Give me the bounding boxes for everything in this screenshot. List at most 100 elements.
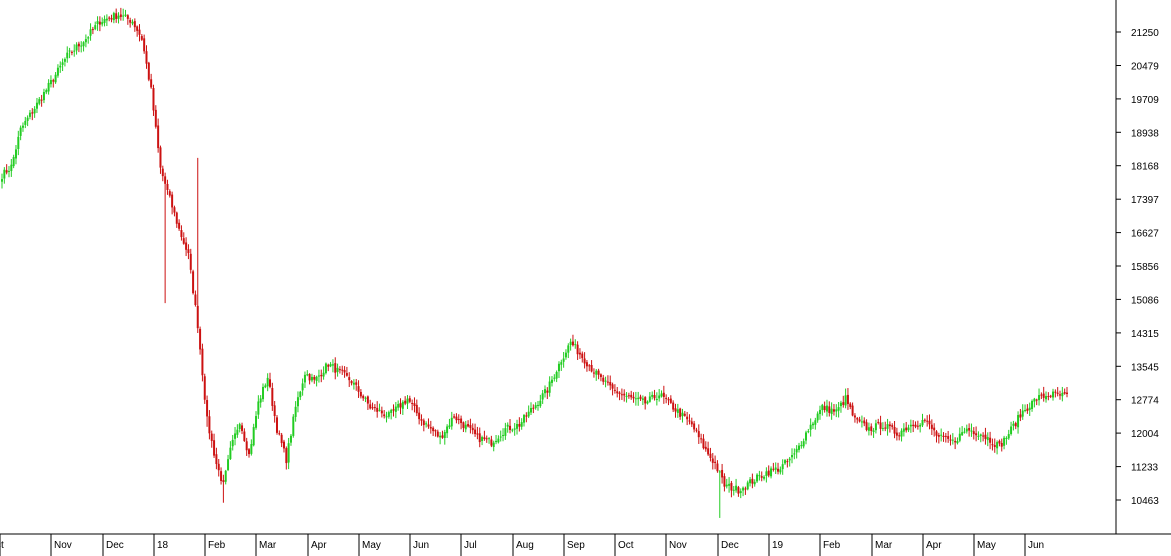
candle-body — [996, 442, 999, 449]
candle-body — [418, 412, 421, 420]
candle-body — [1054, 391, 1057, 393]
candle — [1047, 392, 1050, 401]
x-tick-label: Apr — [311, 540, 327, 551]
candle-body — [14, 149, 17, 159]
candle-body — [49, 80, 52, 85]
candle-body — [725, 484, 728, 487]
candle — [485, 435, 488, 443]
candle-body — [415, 404, 418, 414]
candle — [455, 413, 458, 424]
candle-body — [923, 419, 926, 421]
candle — [576, 341, 579, 360]
candle — [59, 61, 62, 73]
candle-body — [714, 461, 717, 463]
candle — [38, 97, 41, 106]
candle — [541, 389, 544, 404]
candle — [895, 427, 898, 441]
candle-body — [73, 50, 76, 52]
candle-body — [497, 438, 500, 443]
candle-body — [609, 381, 612, 386]
candle-body — [1024, 410, 1027, 412]
candle-body — [234, 433, 237, 439]
candle-body — [681, 412, 684, 417]
candle — [926, 415, 929, 427]
candle-body — [893, 426, 896, 434]
candle-body — [495, 440, 498, 443]
candle-body — [1026, 408, 1029, 411]
candle — [728, 477, 731, 493]
candle — [273, 401, 276, 423]
candle — [138, 24, 141, 42]
candle — [147, 61, 150, 82]
candle — [387, 410, 390, 419]
candle-body — [47, 82, 50, 92]
candle-body — [984, 434, 987, 439]
candle-body — [178, 222, 181, 229]
candle — [625, 392, 628, 403]
candle-body — [238, 424, 241, 430]
candle — [679, 407, 682, 420]
candle — [257, 395, 260, 419]
candle — [963, 427, 966, 434]
candle-body — [937, 434, 940, 437]
candle — [784, 459, 787, 465]
candle — [982, 432, 985, 442]
candle — [317, 369, 320, 383]
candle — [1, 173, 3, 189]
candle — [469, 418, 472, 434]
candle — [413, 397, 416, 413]
candle-body — [373, 407, 376, 409]
candle-body — [38, 99, 41, 104]
candle — [753, 479, 756, 487]
candle-body — [210, 433, 213, 441]
candle-body — [250, 444, 253, 454]
candle — [75, 42, 78, 55]
candle-body — [623, 393, 626, 396]
candle — [912, 420, 915, 433]
candle-body — [173, 207, 176, 213]
candle — [87, 36, 90, 44]
candle — [560, 359, 563, 371]
candle — [821, 403, 824, 416]
candle-body — [96, 21, 99, 25]
candle — [814, 417, 817, 430]
candle — [658, 389, 661, 402]
candle — [320, 369, 323, 383]
candle-body — [1047, 396, 1050, 398]
candle — [464, 420, 467, 433]
candle — [933, 423, 936, 437]
candle-body — [1040, 394, 1043, 396]
candle-body — [662, 392, 665, 397]
candle-body — [676, 409, 679, 413]
candle — [299, 390, 302, 401]
candle-body — [604, 380, 607, 382]
candle — [227, 454, 230, 472]
candle-body — [564, 352, 567, 358]
candle-body — [101, 22, 104, 25]
y-tick-label: 19709 — [1131, 95, 1159, 106]
candle — [124, 9, 127, 18]
candle-body — [399, 403, 402, 408]
candle-body — [140, 36, 143, 40]
candle — [66, 46, 69, 63]
candle — [229, 441, 232, 460]
candle-body — [800, 445, 803, 447]
candle — [98, 16, 101, 32]
candle — [509, 419, 512, 434]
candle-body — [262, 386, 265, 400]
candle-body — [1017, 415, 1020, 428]
candle-body — [287, 443, 290, 463]
candle-body — [907, 427, 910, 431]
candle — [1007, 429, 1010, 440]
candle-body — [972, 431, 975, 435]
candle — [646, 400, 649, 405]
candle — [285, 446, 288, 470]
candle-body — [581, 353, 584, 359]
candle — [182, 232, 185, 245]
candle-body — [317, 375, 320, 377]
candle — [73, 44, 76, 57]
candle-body — [541, 393, 544, 400]
candle — [70, 50, 73, 56]
y-tick-label: 20479 — [1131, 62, 1159, 73]
candle — [809, 418, 812, 437]
